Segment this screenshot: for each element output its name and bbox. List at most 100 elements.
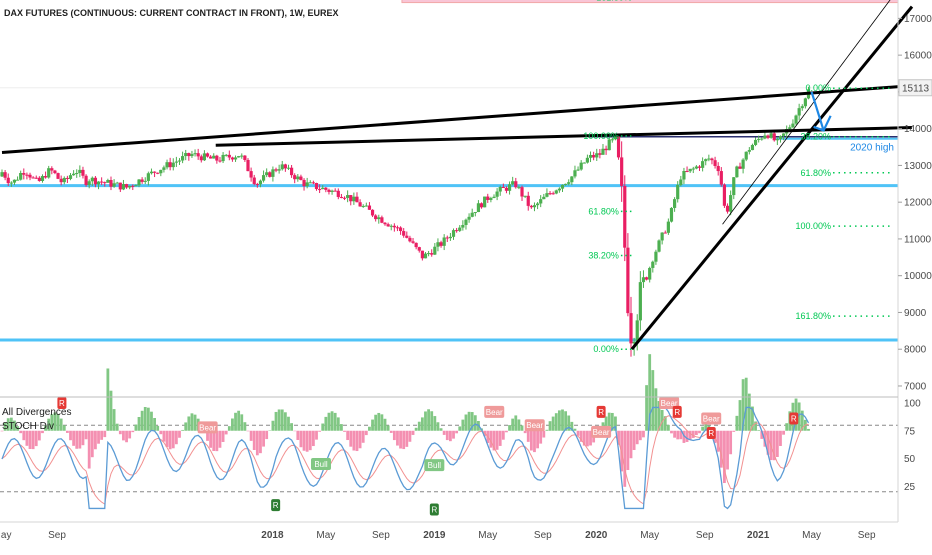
candle-body [642, 277, 645, 282]
osc-hist-bar [159, 431, 162, 434]
signal-label: Bear [593, 428, 610, 437]
osc-hist-bar [552, 417, 555, 431]
osc-hist-bar [505, 431, 508, 433]
candle-body [337, 191, 340, 197]
candle-body [415, 243, 418, 247]
candle-body [172, 163, 175, 167]
candle-body [72, 174, 75, 175]
candle-body [131, 186, 134, 187]
candle-body [779, 136, 782, 139]
candle-body [187, 153, 190, 156]
osc-hist-bar [122, 431, 125, 441]
candle-body [60, 179, 63, 182]
osc-hist-bar [113, 409, 116, 431]
candle-body [754, 140, 757, 145]
candle-body [629, 313, 632, 343]
osc-hist-bar [38, 431, 41, 441]
candle-body [474, 212, 477, 213]
candle-body [548, 193, 551, 194]
candle-body [41, 176, 44, 181]
candle-body [278, 169, 281, 170]
osc-hist-bar [577, 431, 580, 436]
candle-body [383, 223, 386, 224]
price-tick-label: 17000 [904, 14, 932, 25]
candle-body [751, 145, 754, 150]
time-tick-label: 2018 [261, 530, 284, 541]
candle-body [735, 167, 738, 178]
candle-body [738, 167, 741, 169]
candle-body [798, 108, 801, 115]
osc-hist-bar [670, 431, 673, 434]
candle-body [682, 171, 685, 179]
osc-hist-bar [243, 422, 246, 431]
candle-body [243, 156, 246, 160]
candle-body [225, 155, 228, 156]
candle-body [676, 185, 679, 199]
candle-body [56, 173, 59, 179]
osc-hist-bar [499, 431, 502, 446]
osc-hist-bar [524, 431, 527, 433]
candle-body [343, 198, 346, 199]
candle-body [443, 237, 446, 245]
time-tick-label: May [316, 530, 335, 541]
candle-body [218, 161, 221, 162]
candle-body [315, 183, 318, 189]
osc-hist-bar [402, 431, 405, 449]
osc-hist-bar [642, 431, 645, 438]
candle-body [387, 224, 390, 226]
candle-body [704, 159, 707, 161]
osc-hist-bar [468, 412, 471, 431]
candle-body [461, 225, 464, 228]
fib-right-label: 161.80% [796, 311, 832, 321]
osc-hist-bar [318, 431, 321, 432]
osc-hist-bar [449, 431, 452, 441]
candle-body [664, 233, 667, 234]
osc-hist-bar [729, 431, 732, 454]
osc-hist-bar [536, 431, 539, 449]
osc-hist-bar [163, 431, 166, 442]
candle-body [492, 197, 495, 198]
osc-hist-bar [546, 430, 549, 431]
candle-body [692, 169, 695, 170]
osc-hist-bar [807, 429, 810, 431]
signal-label: Bear [486, 408, 503, 417]
osc-hist-bar [175, 431, 178, 444]
signal-label: R [708, 429, 714, 438]
candle-body [436, 242, 439, 247]
candle-body [717, 166, 720, 171]
osc-hist-bar [474, 415, 477, 431]
price-tick-label: 9000 [904, 308, 927, 319]
candle-body [567, 182, 570, 184]
candle-body [489, 198, 492, 200]
candle-body [667, 222, 670, 233]
candle-body [679, 179, 682, 184]
candle-body [281, 164, 284, 169]
candle-body [141, 179, 144, 181]
candle-body [250, 171, 253, 177]
osc-hist-bar [698, 431, 701, 433]
candle-body [125, 184, 128, 187]
time-tick-label: 2021 [747, 530, 770, 541]
candle-body [570, 176, 573, 182]
candle-body [306, 182, 309, 186]
osc-hist-bar [172, 431, 175, 449]
osc-hist-bar [225, 431, 228, 435]
candle-body [334, 191, 337, 192]
candle-body [524, 196, 527, 197]
osc-hist-bar [315, 431, 318, 440]
candle-body [330, 191, 333, 192]
candle-body [246, 160, 249, 171]
osc-hist-bar [645, 385, 648, 431]
signal-label: R [273, 501, 279, 510]
candle-body [439, 242, 442, 246]
candle-body [455, 230, 458, 231]
osc-hist-bar [35, 431, 38, 446]
candle-body [175, 162, 178, 163]
osc-hist-bar [726, 431, 729, 470]
time-tick-label: 2019 [423, 530, 446, 541]
candle-body [144, 181, 147, 182]
candle-body [405, 236, 408, 238]
candle-body [620, 157, 623, 186]
